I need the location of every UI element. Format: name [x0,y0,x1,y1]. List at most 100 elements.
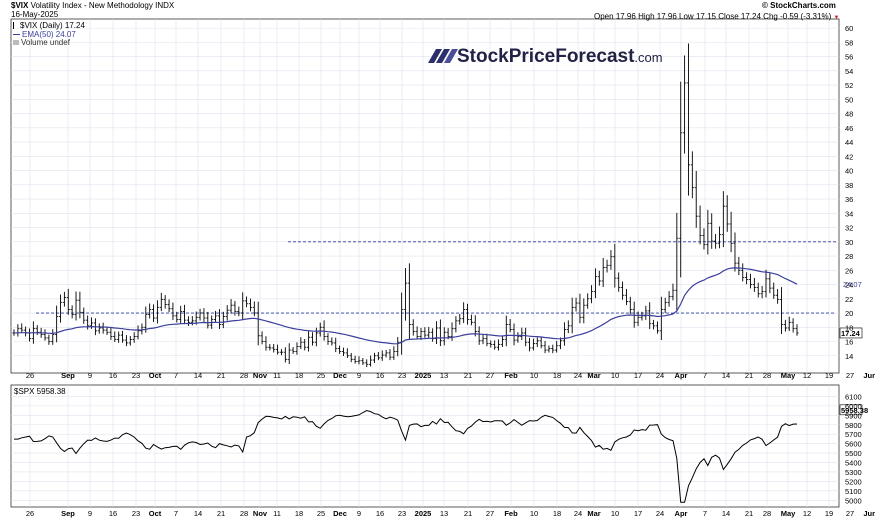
spx-panel [10,384,840,508]
down-arrow-icon: ▼ [833,15,840,21]
vix-x-tick-label: 21 [464,371,472,380]
spx-x-tick-label: 24 [656,509,664,518]
spx-x-tick-label: 14 [194,509,202,518]
spx-y-tick-label: 5500 [845,449,862,458]
volume-swatch-icon [13,40,19,45]
spx-y-tick-label: 5200 [845,477,862,486]
index-name: Volatility Index - New Methodology [30,1,153,10]
close-value: 17.24 [740,12,761,21]
spx-x-tick-label: Nov [253,509,268,518]
vix-x-tick-label: 14 [722,371,730,380]
spx-x-tick-label: 16 [376,509,384,518]
vix-y-tick-label: 30 [845,238,853,247]
vix-y-tick-label: 32 [845,224,853,233]
spx-x-tick-label: Mar [587,509,600,518]
vix-y-tick-label: 48 [845,110,853,119]
spx-x-tick-label: 28 [763,509,771,518]
spx-y-tick-label: 5400 [845,459,862,468]
spx-x-tick-label: 19 [825,509,833,518]
vix-x-tick-label: Oct [149,371,162,380]
spx-x-tick-label: Sep [61,509,75,518]
watermark-suffix: .com [634,50,662,65]
change-value: -0.59 (-3.31%) [780,12,832,21]
vix-x-tick-label: 12 [803,371,811,380]
vix-x-tick-label: 26 [26,371,34,380]
vix-y-tick-label: 50 [845,95,853,104]
vix-y-tick-label: 46 [845,124,853,133]
spx-x-tick-label: Jun [863,509,875,518]
vix-x-tick-label: Jun [863,371,875,380]
chart-date: 16-May-2025 [11,10,59,19]
vix-x-tick-label: 7 [174,371,178,380]
spx-x-tick-label: 13 [440,509,448,518]
spx-x-tick-label: 14 [722,509,730,518]
open-value: 17.96 [615,12,636,21]
spx-x-tick-label: 7 [174,509,178,518]
spx-x-tick-label: 16 [109,509,117,518]
high-value: 17.96 [656,12,677,21]
vix-x-tick-label: 9 [357,371,361,380]
vix-y-tick-label: 36 [845,195,853,204]
vix-y-tick-label: 22 [845,295,853,304]
legend-ema: EMA(50) 24.07 [13,30,76,39]
vix-y-tick-label: 26 [845,266,853,275]
vix-x-tick-label: 28 [763,371,771,380]
brand-label: © StockCharts.com [762,1,836,10]
chart-title: $VIX Volatility Index - New Methodology … [11,1,174,10]
vix-y-tick-label: 24 [845,281,853,290]
spx-x-tick-label: 7 [703,509,707,518]
vix-x-tick-label: 16 [376,371,384,380]
spx-x-tick-label: 17 [634,509,642,518]
vix-x-tick-label: 16 [109,371,117,380]
vix-x-tick-label: May [781,371,796,380]
vix-y-tick-label: 18 [845,323,853,332]
spx-x-tick-label: 18 [295,509,303,518]
vix-x-tick-label: 23 [132,371,140,380]
spx-x-tick-label: 9 [357,509,361,518]
vix-y-tick-label: 44 [845,138,853,147]
spx-x-tick-label: 26 [26,509,34,518]
spx-y-tick-label: 5900 [845,411,862,420]
vix-x-tick-label: 7 [703,371,707,380]
vix-y-tick-label: 40 [845,167,853,176]
vix-y-tick-label: 34 [845,209,853,218]
spx-y-tick-label: 5300 [845,468,862,477]
vix-x-tick-label: 19 [825,371,833,380]
vix-x-tick-label: 11 [273,371,281,380]
vix-x-tick-label: 21 [745,371,753,380]
spx-x-tick-label: 11 [273,509,281,518]
vix-y-tick-label: 28 [845,252,853,261]
vix-x-tick-label: 10 [611,371,619,380]
vix-x-tick-label: 18 [295,371,303,380]
vix-y-tick-label: 14 [845,352,853,361]
vix-y-tick-label: 20 [845,309,853,318]
spx-last-value: 5958.38 [841,406,868,415]
vix-x-tick-label: 24 [574,371,582,380]
legend-volume: Volume undef [13,38,70,47]
spx-x-tick-label: Oct [149,509,162,518]
vix-panel [10,18,840,374]
vix-x-tick-label: 9 [88,371,92,380]
spx-y-tick-label: 5000 [845,496,862,505]
spx-x-tick-label: 21 [464,509,472,518]
spx-x-tick-label: Dec [333,509,347,518]
spx-y-tick-label: 5100 [845,487,862,496]
quote-line: Open 17.96 High 17.96 Low 17.15 Close 17… [594,12,840,21]
vix-x-tick-label: 21 [217,371,225,380]
spx-x-tick-label: 23 [398,509,406,518]
vix-x-tick-label: Mar [587,371,600,380]
vix-y-tick-label: 56 [845,53,853,62]
spx-y-tick-label: 5700 [845,430,862,439]
spx-x-tick-label: 27 [846,509,854,518]
spx-line [14,409,798,503]
spx-last-value-box [839,404,863,416]
vix-y-tick-label: 16 [845,338,853,347]
watermark-text: StockPriceForecast [457,46,635,67]
spx-x-tick-label: 27 [486,509,494,518]
spx-x-tick-label: Feb [504,509,518,518]
spx-x-tick-label: 21 [745,509,753,518]
spx-y-tick-label: 5600 [845,440,862,449]
vix-x-tick-label: 13 [440,371,448,380]
spx-y-tick-label: 5800 [845,421,862,430]
vix-x-tick-label: 10 [530,371,538,380]
